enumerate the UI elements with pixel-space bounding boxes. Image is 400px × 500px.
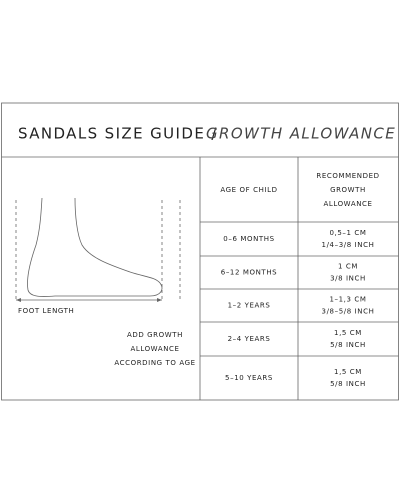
column-header: GROWTH: [330, 186, 366, 194]
allowance-inch: 5/8 INCH: [330, 341, 366, 349]
allowance-cm: 0,5–1 CM: [329, 229, 366, 237]
allowance-cm: 1,5 CM: [334, 329, 362, 337]
foot-diagram: [15, 197, 181, 302]
allowance-cm: 1 CM: [338, 263, 358, 271]
growth-label-line: ACCORDING TO AGE: [114, 359, 195, 367]
allowance-inch: 1/4–3/8 INCH: [322, 241, 375, 249]
column-header: RECOMMENDED: [316, 172, 379, 180]
allowance-inch: 3/8 INCH: [330, 275, 366, 283]
allowance-cm: 1–1,3 CM: [329, 296, 366, 304]
growth-label-line: ADD GROWTH: [127, 331, 183, 339]
allowance-cm: 1,5 CM: [334, 368, 362, 376]
title: SANDALS SIZE GUIDE /: [18, 125, 218, 143]
growth-label: ADD GROWTH ALLOWANCE ACCORDING TO AGE: [114, 331, 195, 367]
age-cell: 6–12 MONTHS: [221, 269, 277, 277]
age-cell: 1–2 YEARS: [228, 302, 271, 310]
table: AGE OF CHILD RECOMMENDED GROWTH ALLOWANCE 0–…: [200, 172, 399, 388]
allowance-inch: 5/8 INCH: [330, 380, 366, 388]
allowance-inch: 3/8–5/8 INCH: [322, 308, 375, 316]
age-cell: 5–10 YEARS: [225, 374, 273, 382]
column-header: AGE OF CHILD: [220, 186, 277, 194]
age-cell: 0–6 MONTHS: [223, 235, 274, 243]
foot-outline: [27, 197, 163, 297]
subtitle: GROWTH ALLOWANCE: [206, 125, 396, 143]
column-header: ALLOWANCE: [323, 200, 372, 208]
foot-length-label: FOOT LENGTH: [18, 307, 74, 315]
growth-label-line: ALLOWANCE: [130, 345, 179, 353]
age-cell: 2–4 YEARS: [228, 335, 271, 343]
